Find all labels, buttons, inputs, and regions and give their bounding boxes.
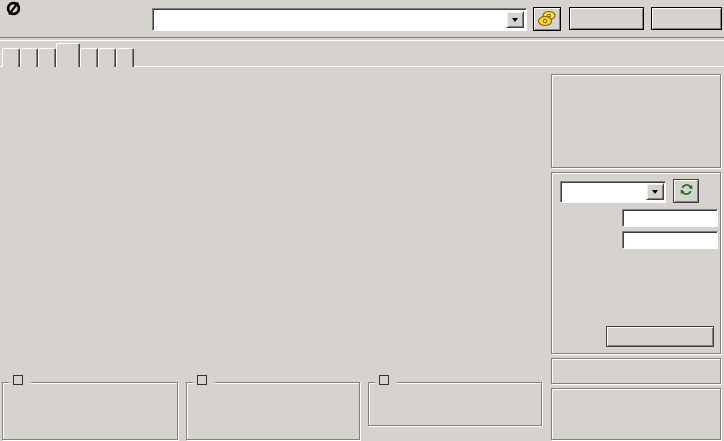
- exit-button[interactable]: [651, 7, 722, 30]
- scan-speed-select[interactable]: [560, 181, 666, 203]
- tab-disc-quality[interactable]: [56, 43, 80, 67]
- refresh-speeds-button[interactable]: [673, 179, 699, 203]
- progress-panel: [551, 388, 721, 440]
- tab-advanced-disc-quality[interactable]: [80, 48, 98, 67]
- advanced-button[interactable]: [606, 326, 714, 347]
- tab-ta-jitter[interactable]: [116, 48, 134, 67]
- jitter-stats-box: [368, 375, 542, 426]
- pi-failures-title: [193, 375, 215, 385]
- pi-errors-legend-swatch: [13, 375, 23, 385]
- eject-disc-button[interactable]: [533, 7, 561, 31]
- quality-score-panel: [551, 358, 721, 384]
- tab-benchmark[interactable]: [2, 48, 20, 67]
- chevron-down-icon: [652, 189, 658, 194]
- pi-failures-stats-box: [186, 375, 360, 440]
- settings-groupbox: [551, 172, 721, 354]
- toolbar-separator: [0, 37, 724, 41]
- pi-failures-legend-swatch: [197, 375, 207, 385]
- start-button[interactable]: [569, 7, 644, 30]
- disc-info-groupbox: [551, 74, 721, 168]
- disc-icon: [6, 1, 21, 16]
- drive-selector-dropdown-button[interactable]: [506, 11, 524, 28]
- nero-logo: [5, 1, 35, 16]
- scan-speed-dropdown-button[interactable]: [646, 183, 664, 200]
- jitter-title: [375, 375, 397, 385]
- pi-errors-title: [9, 375, 31, 385]
- end-position-field[interactable]: [622, 231, 718, 249]
- tab-disc-info[interactable]: [38, 48, 56, 67]
- jitter-legend-swatch: [379, 375, 389, 385]
- tab-panel-edge: [0, 66, 724, 67]
- logo-speed-text: [5, 1, 35, 16]
- chevron-down-icon: [512, 17, 518, 22]
- drive-selector-combobox[interactable]: [152, 8, 527, 31]
- pi-errors-stats-box: [2, 375, 178, 440]
- start-position-field[interactable]: [622, 209, 718, 227]
- disc-stack-icon: [538, 10, 556, 26]
- tab-strip: [2, 43, 134, 67]
- tab-create-disc[interactable]: [20, 48, 38, 67]
- tab-scandisc[interactable]: [98, 48, 116, 67]
- refresh-icon: [680, 184, 692, 195]
